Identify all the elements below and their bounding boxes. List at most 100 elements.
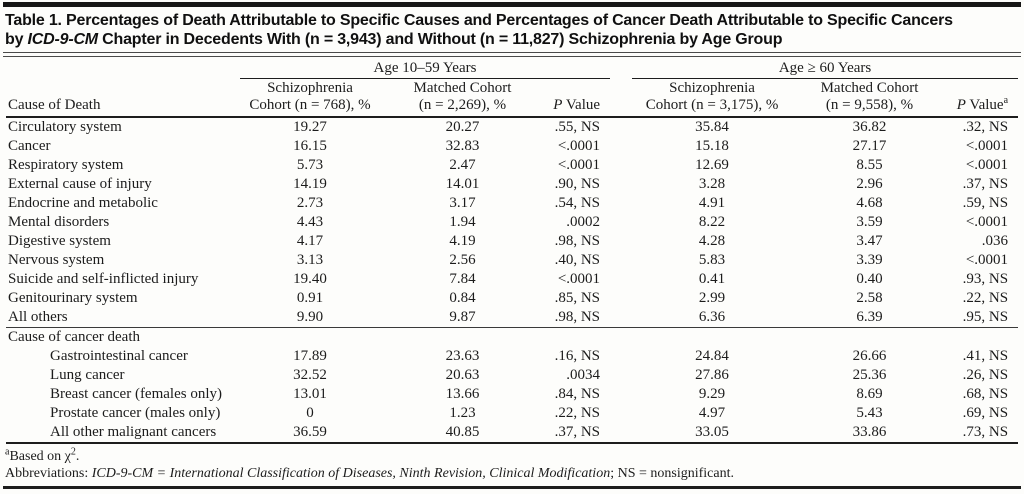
- cell-pvalue: .32, NS: [962, 119, 1009, 135]
- cell-percent: 32.83: [445, 138, 480, 154]
- cell-percent: 13.66: [445, 386, 480, 402]
- top-rule: [3, 2, 1021, 7]
- table-row: Genitourinary system 0.91 0.84 .85, NS 2.99 2…: [6, 289, 1018, 308]
- group-gap: [610, 232, 632, 251]
- group-gap: [610, 175, 632, 194]
- cell-pvalue: .41, NS: [962, 348, 1009, 364]
- group-gap: [610, 385, 632, 404]
- cell-percent: 5.43: [856, 405, 883, 421]
- cell-pvalue: .84, NS: [554, 386, 601, 402]
- table-row: Respiratory system 5.73 2.47 <.0001 12.69 8.5…: [6, 156, 1018, 175]
- footnote-abbreviations: Abbreviations: ICD-9-CM = International …: [5, 466, 734, 481]
- cell-percent: 14.19: [293, 176, 327, 192]
- cell-percent: 5.83: [698, 252, 726, 268]
- cell-percent: 2.58: [856, 290, 883, 306]
- cell-percent: 1.94: [449, 214, 476, 230]
- row-label: Gastrointestinal cancer: [50, 348, 188, 364]
- col-header-cause-of-death: Cause of Death: [6, 78, 240, 118]
- cell-pvalue: <.0001: [557, 271, 601, 287]
- group-gap: [610, 137, 632, 156]
- cell-percent: 3.28: [698, 176, 726, 192]
- abbreviation-italic-text: ICD-9-CM = International Classification …: [91, 466, 611, 481]
- table-row: All others 9.90 9.87 .98, NS 6.36 6.39 .95, NS: [6, 308, 1018, 328]
- table-row: Breast cancer (females only) 13.01 13.66 .8…: [6, 385, 1018, 404]
- group-gap: [610, 251, 632, 270]
- cell-percent: 8.69: [856, 386, 883, 402]
- cell-percent: 0.41: [698, 271, 726, 287]
- table-row: Suicide and self-inflicted injury 19.40 7.…: [6, 270, 1018, 289]
- cell-percent: 15.18: [695, 138, 729, 154]
- cell-percent: 3.13: [296, 252, 324, 268]
- cell-percent: 33.05: [632, 423, 793, 444]
- row-label: Mental disorders: [8, 214, 110, 230]
- cell-pvalue: .0034: [566, 367, 601, 383]
- group-gap: [610, 366, 632, 385]
- col-header-schizophrenia-10-59: Schizophrenia Cohort (n = 768), %: [240, 78, 380, 118]
- table-row: Circulatory system 19.27 20.27 .55, NS 35.84…: [6, 117, 1018, 137]
- cell-percent: 4.17: [296, 233, 324, 249]
- group-gap: [610, 289, 632, 308]
- cell-pvalue: <.0001: [557, 157, 601, 173]
- cell-percent: 36.59: [240, 423, 380, 444]
- col-header-schizophrenia-60-plus: Schizophrenia Cohort (n = 3,175), %: [632, 78, 793, 118]
- col-header-matched-60-plus: Matched Cohort (n = 9,558), %: [792, 78, 948, 118]
- row-label: Lung cancer: [50, 367, 125, 383]
- cell-pvalue: .69, NS: [962, 405, 1009, 421]
- row-label: Suicide and self-inflicted injury: [8, 271, 199, 287]
- cell-percent: 36.82: [852, 119, 887, 135]
- cell-percent: 0.40: [856, 271, 883, 287]
- row-label: Cancer: [8, 138, 51, 154]
- cell-percent: 13.01: [293, 386, 327, 402]
- row-label: All others: [8, 309, 68, 325]
- col-header-pvalue-60-plus: P Valuea: [947, 78, 1019, 118]
- cell-percent: 12.69: [695, 157, 729, 173]
- cell-percent: 4.19: [449, 233, 476, 249]
- cell-pvalue: .22, NS: [962, 290, 1009, 306]
- cell-percent: 6.36: [698, 309, 726, 325]
- cell-percent: 8.22: [698, 214, 726, 230]
- cell-pvalue: <.0001: [965, 138, 1009, 154]
- cell-pvalue: .59, NS: [962, 195, 1009, 211]
- row-label: Prostate cancer (males only): [50, 405, 221, 421]
- table-row: Nervous system 3.13 2.56 .40, NS 5.83 3.39 <.0…: [6, 251, 1018, 270]
- group-gap: [610, 78, 633, 118]
- cell-pvalue: <.0001: [965, 252, 1009, 268]
- group-gap: [610, 194, 632, 213]
- cell-pvalue: .73, NS: [947, 423, 1019, 444]
- cell-percent: 23.63: [445, 348, 480, 364]
- row-label: Endocrine and metabolic: [8, 195, 158, 211]
- cell-percent: 2.96: [856, 176, 883, 192]
- cell-percent: 17.89: [293, 348, 327, 364]
- cell-percent: 0.91: [296, 290, 324, 306]
- cell-percent: 3.59: [856, 214, 883, 230]
- cell-percent: 8.55: [856, 157, 883, 173]
- cell-percent: 14.01: [445, 176, 480, 192]
- title-divider-rule: [3, 52, 1021, 57]
- row-label: Genitourinary system: [8, 290, 138, 306]
- cell-percent: 3.17: [449, 195, 476, 211]
- title-line-2: by ICD-9-CM Chapter in Decedents With (n…: [5, 31, 783, 48]
- table-row: Digestive system 4.17 4.19 .98, NS 4.28 3.47.…: [6, 232, 1018, 251]
- group-header-age-60-plus: Age ≥ 60 Years: [632, 57, 1019, 79]
- cell-percent: 4.43: [296, 214, 324, 230]
- cell-pvalue: .98, NS: [554, 309, 601, 325]
- cell-percent: 33.86: [792, 423, 948, 444]
- group-header-row: Age 10–59 Years Age ≥ 60 Years: [6, 57, 1019, 79]
- cell-percent: 2.56: [449, 252, 476, 268]
- table-row: Gastrointestinal cancer 17.89 23.63 .16, NS…: [6, 347, 1018, 366]
- cell-percent: 0.84: [449, 290, 476, 306]
- group-gap: [610, 423, 633, 444]
- corner-empty: [6, 57, 240, 79]
- table-row: Mental disorders 4.43 1.94 .0002 8.22 3.59 <.0…: [6, 213, 1018, 232]
- cell-percent: 19.40: [293, 271, 327, 287]
- row-label: Circulatory system: [8, 119, 122, 135]
- column-header-row: Cause of Death Schizophrenia Cohort (n =…: [6, 78, 1019, 118]
- col-header-pvalue-10-59: P Value: [545, 78, 611, 118]
- cell-percent: 40.85: [380, 423, 545, 444]
- table-row: Cancer 16.15 32.83 <.0001 15.18 27.17 <.0001: [6, 137, 1018, 156]
- bottom-rule: [3, 486, 1021, 489]
- group-gap: [610, 213, 632, 232]
- cell-percent: 26.66: [852, 348, 887, 364]
- cell-percent: 35.84: [695, 119, 729, 135]
- group-gap: [610, 117, 632, 137]
